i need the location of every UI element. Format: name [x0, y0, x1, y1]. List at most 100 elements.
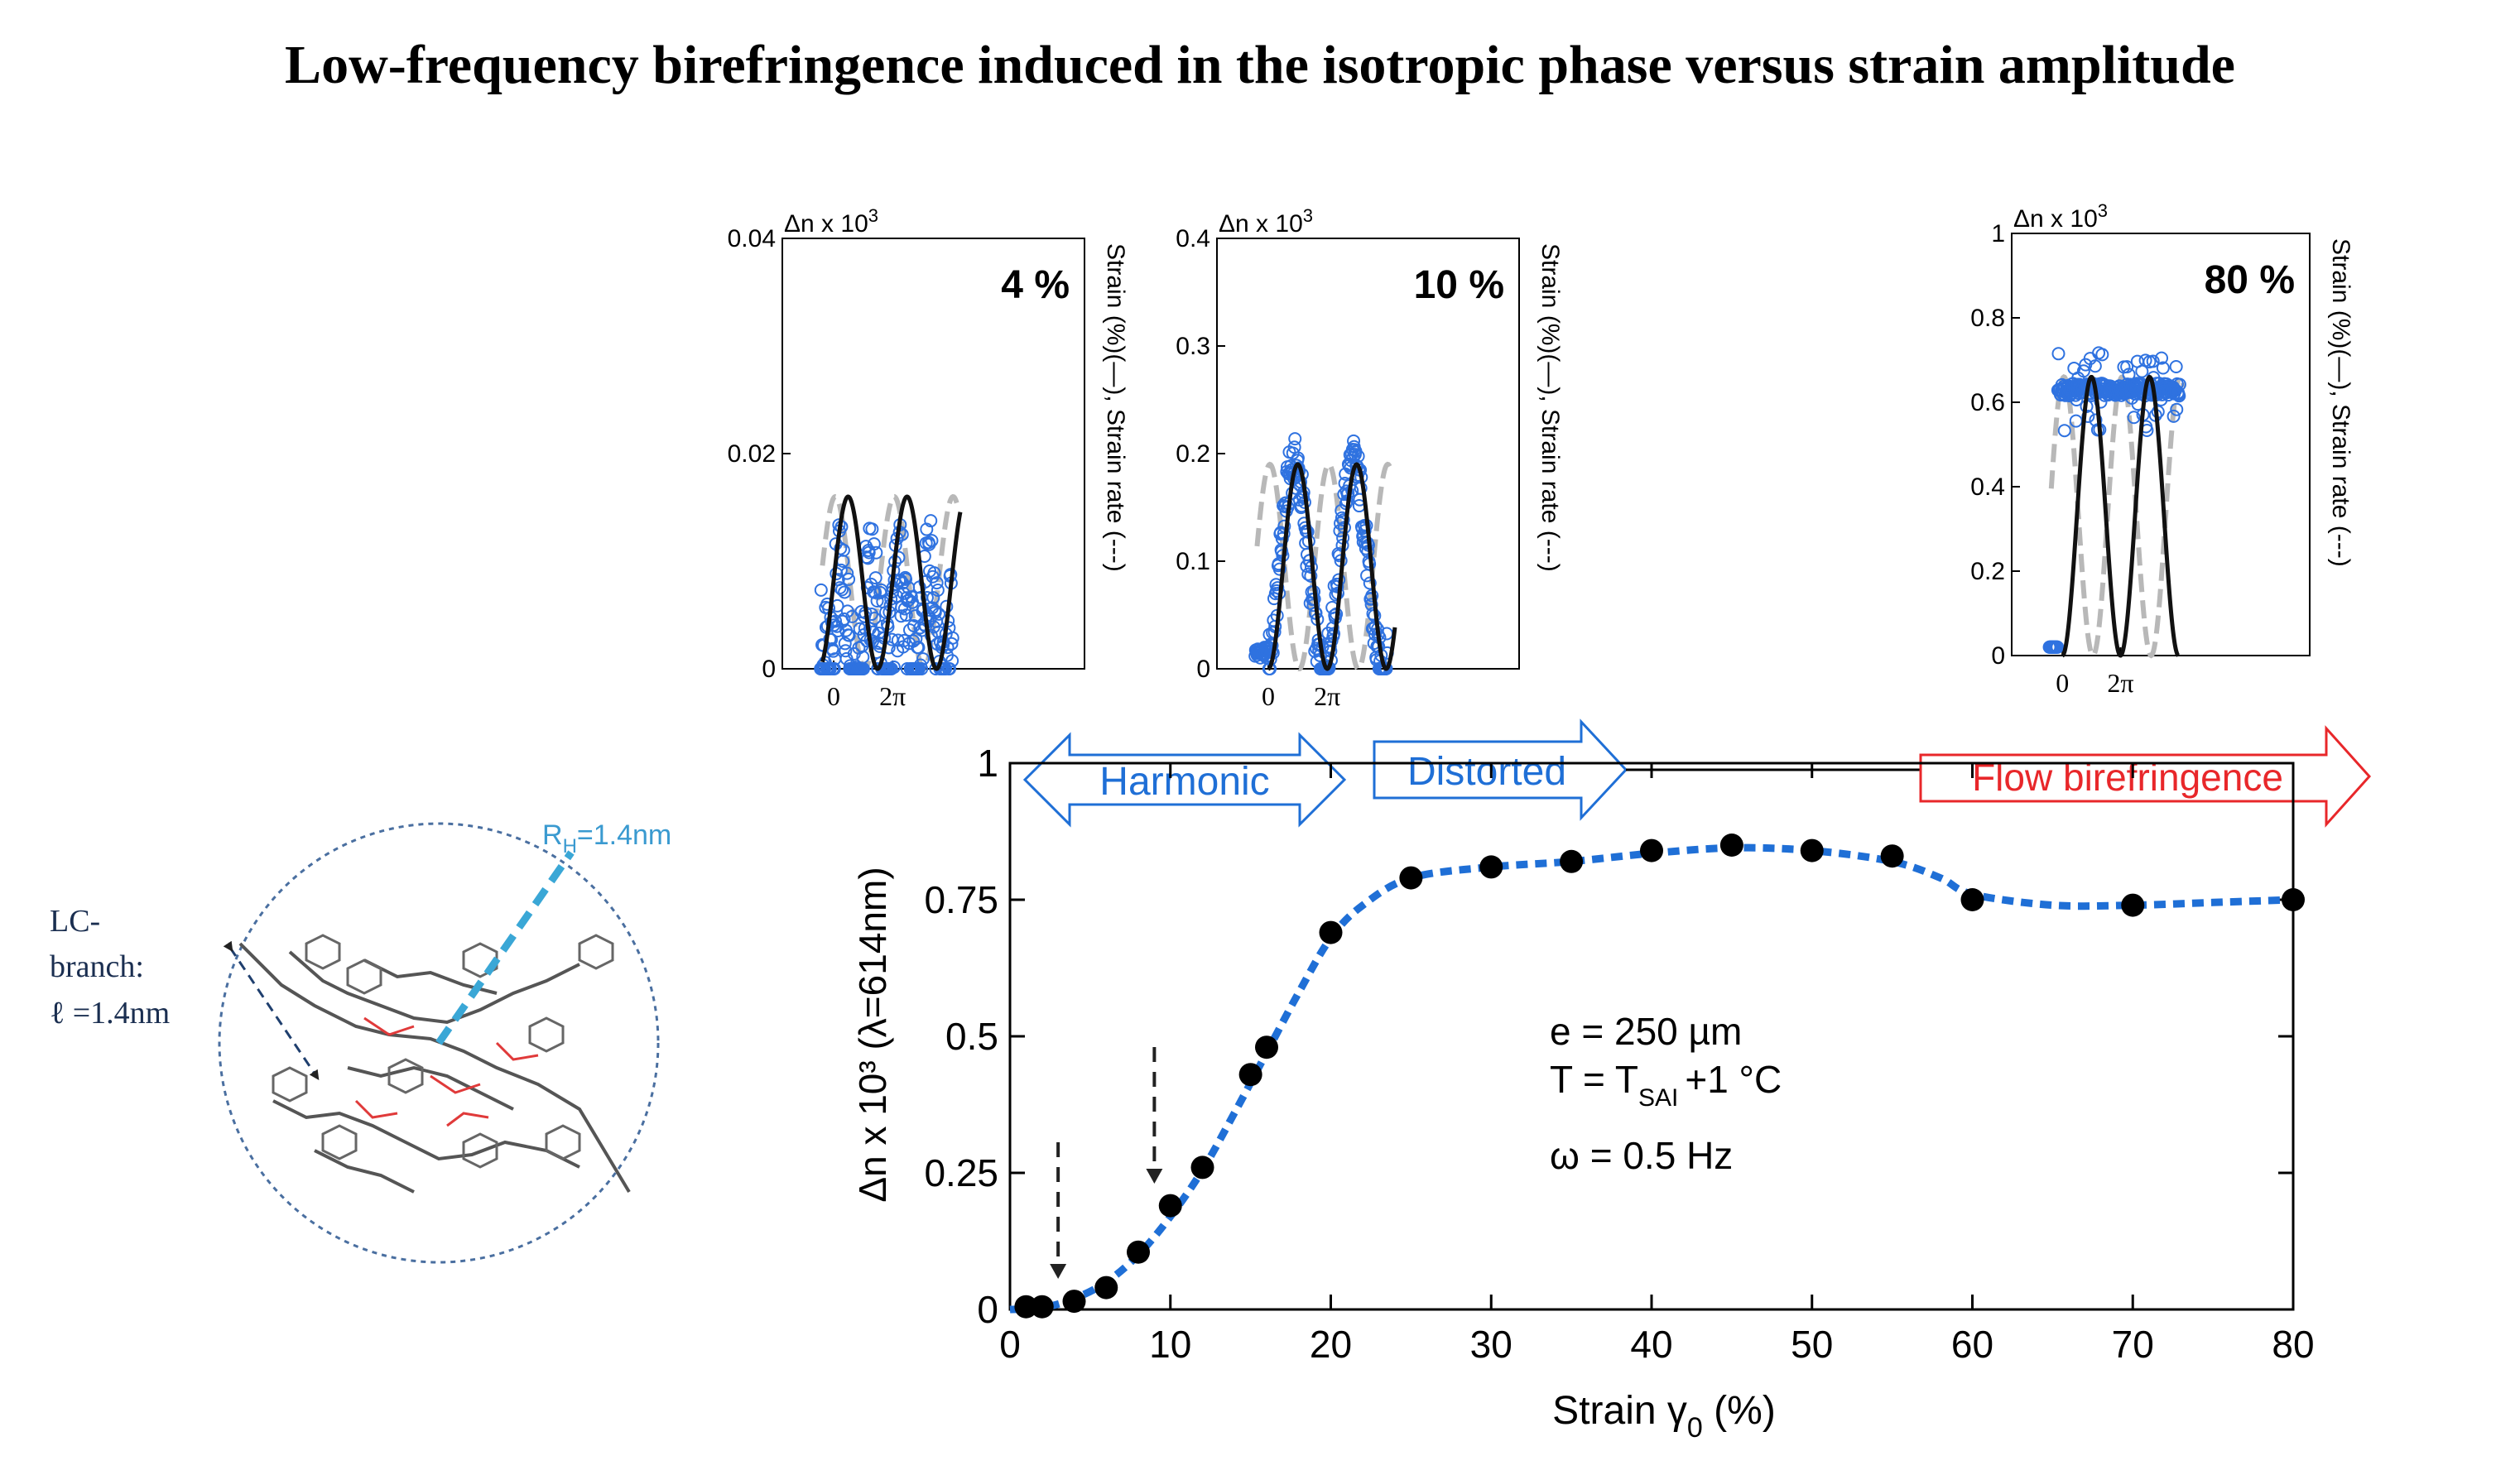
main-y-axis-label: Δn x 10³ (λ=614nm): [851, 867, 894, 1202]
inset-title: 4 %: [1001, 263, 1070, 307]
inset-data-point: [925, 534, 939, 548]
inset-data-point: [2088, 359, 2102, 373]
inset-y-unit-label: Δn x 103: [784, 205, 878, 238]
inset-data-point: [899, 608, 913, 622]
inset-data-point: [2169, 360, 2183, 374]
inset-x-tick-label: 0: [827, 681, 840, 711]
annotation-temp-main: T = T: [1550, 1058, 1638, 1101]
inset-y-tick-label: 1: [1991, 220, 2005, 247]
y-tick-label: 0.25: [924, 1151, 998, 1194]
inset-data-point: [2095, 348, 2109, 362]
inset-y-tick-label: 0.02: [728, 440, 776, 468]
experiment-annotation: e = 250 µm T = TSAI +1 °C ω = 0.5 Hz: [1550, 1010, 1782, 1177]
data-point: [2121, 893, 2145, 917]
inset-data-point: [814, 583, 828, 597]
inset-data-point: [945, 654, 959, 668]
rh-label: RH=1.4nm: [542, 819, 671, 858]
threshold-arrows: [1050, 1047, 1163, 1279]
inset-data-point: [931, 583, 945, 597]
lc-branch-arrow: [223, 940, 320, 1080]
inset-data-point: [1271, 581, 1285, 595]
regime-arrows: Harmonic Distorted Flow birefringence: [1022, 718, 2372, 828]
molecule-illustration: LC- branch: ℓ =1.4nm RH=1.4nm: [50, 819, 671, 1264]
harmonic-double-arrow: [1022, 732, 1347, 828]
inset-data-point: [916, 652, 930, 666]
inset-data-point: [920, 522, 934, 536]
x-tick-label: 50: [1791, 1323, 1833, 1366]
inset-data-point: [926, 591, 940, 605]
inset-y-tick-label: 0.1: [1176, 548, 1210, 575]
inset-strain-rate-curve: [2048, 373, 2186, 659]
inset-data-point: [1351, 449, 1365, 464]
inset-data-point: [856, 662, 870, 675]
inset-y-unit-exp: 3: [1303, 205, 1313, 226]
inset-data-point: [1347, 434, 1361, 448]
lc-branch-label-3: ℓ =1.4nm: [50, 996, 170, 1031]
inset-y-tick-label: 0.2: [1176, 440, 1210, 468]
inset-data-point: [1329, 588, 1343, 602]
data-point: [1255, 1035, 1278, 1059]
x-tick-label: 20: [1310, 1323, 1352, 1366]
harmonic-label: Harmonic: [1099, 760, 1269, 804]
inset-y-unit-main: Δn x 10: [1219, 210, 1303, 238]
inset-y-tick-label: 0.2: [1970, 558, 2005, 585]
inset-right-axis-label: Strain (%)(—), Strain rate (---): [1537, 243, 1564, 572]
x-tick-label: 80: [2272, 1323, 2314, 1366]
inset-data-point: [840, 566, 854, 580]
data-point: [1238, 1063, 1262, 1087]
inset-data-point: [945, 631, 959, 645]
inset-2: 0.4 0.3 0.2 0.1 0 0 2π Δn x 103 10 % Strain (%)(—…: [1176, 205, 1564, 711]
inset-y-tick-label: 0.04: [728, 225, 776, 252]
molecule-rings: [272, 934, 614, 1169]
data-point: [1158, 1194, 1182, 1218]
inset-plots: 0.04 0.02 0 0 2π Δn x 103 4 % Strain (%)(—), St…: [728, 200, 2354, 711]
annotation-frequency: ω = 0.5 Hz: [1550, 1134, 1733, 1177]
inset-data-point: [2156, 361, 2170, 375]
page-title: Low-frequency birefringence induced in t…: [285, 35, 2235, 95]
data-point: [1960, 888, 1984, 911]
xlabel-main: Strain γ: [1552, 1389, 1687, 1433]
inset-y-tick-label: 0.4: [1970, 473, 2005, 501]
flow-arrow: [1919, 725, 2372, 828]
inset-x-tick-label: 2π: [2107, 668, 2133, 698]
inset-y-tick-label: 0.8: [1970, 305, 2005, 332]
inset-data-point: [911, 641, 926, 655]
inset-data-point: [839, 644, 853, 658]
inset-data-point: [904, 590, 918, 604]
inset-1: 0.04 0.02 0 0 2π Δn x 103 4 % Strain (%)(—), St…: [728, 205, 1129, 711]
lc-branch-label-2: branch:: [50, 949, 144, 984]
lc-branch-label-1: LC-: [50, 904, 100, 939]
x-tick-label: 40: [1630, 1323, 1672, 1366]
inset-y-unit-label: Δn x 103: [2013, 200, 2108, 233]
inset-data-point: [1330, 579, 1344, 593]
inset-right-axis-label: Strain (%)(—), Strain rate (---): [1102, 243, 1129, 572]
rh-label-main: R: [542, 819, 563, 851]
inset-data-point: [842, 572, 856, 586]
inset-data-point: [1336, 513, 1350, 527]
inset-x-tick-label: 0: [2056, 668, 2069, 698]
inset-data-point: [1272, 562, 1286, 576]
data-points: [1014, 834, 2305, 1319]
distorted-label: Distorted: [1407, 750, 1566, 794]
y-tick-label: 1: [977, 742, 998, 785]
inset-data-point: [858, 621, 872, 635]
rh-dashed-line: [435, 850, 575, 1045]
inset-data-point: [887, 661, 901, 675]
data-point: [1030, 1295, 1054, 1319]
inset-data-point: [894, 609, 908, 623]
y-tick-label: 0.5: [945, 1015, 998, 1058]
inset-y-tick-label: 0.6: [1970, 389, 2005, 416]
rh-label-value: =1.4nm: [577, 819, 671, 851]
inset-data-point: [827, 662, 841, 675]
inset-y-tick-label: 0: [1991, 642, 2005, 670]
data-point: [1094, 1276, 1118, 1300]
inset-data-point: [835, 583, 849, 597]
inset-data-point: [1366, 607, 1380, 621]
inset-y-tick-label: 0.4: [1176, 225, 1210, 252]
annotation-temperature: T = TSAI +1 °C: [1550, 1058, 1782, 1112]
data-point: [1560, 849, 1584, 873]
distorted-arrow: [1373, 718, 1628, 821]
data-point: [1319, 920, 1343, 944]
data-point: [1127, 1240, 1150, 1264]
inset-x-tick-label: 0: [1262, 681, 1275, 711]
